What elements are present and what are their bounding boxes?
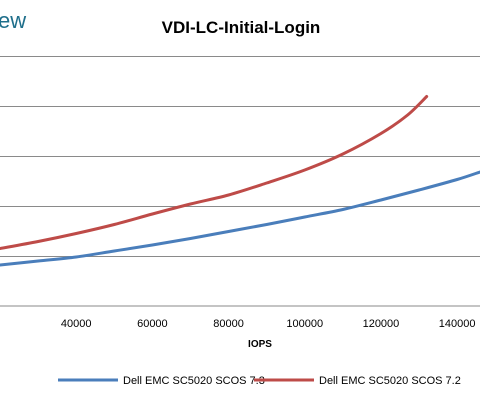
series-lines xyxy=(0,95,480,267)
x-tick-label: 140000 xyxy=(439,318,476,330)
legend: Dell EMC SC5020 SCOS 7.3 Dell EMC SC5020… xyxy=(58,375,461,387)
x-tick-label: 120000 xyxy=(363,318,400,330)
x-tick-label: 100000 xyxy=(286,318,323,330)
series-line-sc5020-scos-7-3 xyxy=(0,170,480,267)
legend-label-sc5020-scos-7-2: Dell EMC SC5020 SCOS 7.2 xyxy=(319,375,461,387)
brand-logo-text: ew xyxy=(0,8,26,33)
x-tick-labels: 40000 60000 80000 100000 120000 140000 xyxy=(61,318,476,330)
x-tick-label: 80000 xyxy=(213,318,244,330)
gridlines xyxy=(0,56,480,257)
x-tick-label: 60000 xyxy=(137,318,168,330)
x-tick-label: 40000 xyxy=(61,318,92,330)
legend-label-sc5020-scos-7-3: Dell EMC SC5020 SCOS 7.3 xyxy=(123,375,265,387)
chart-title: VDI-LC-Initial-Login xyxy=(162,18,321,37)
x-axis-label: IOPS xyxy=(248,339,272,350)
series-line-sc5020-scos-7-2 xyxy=(0,95,429,250)
